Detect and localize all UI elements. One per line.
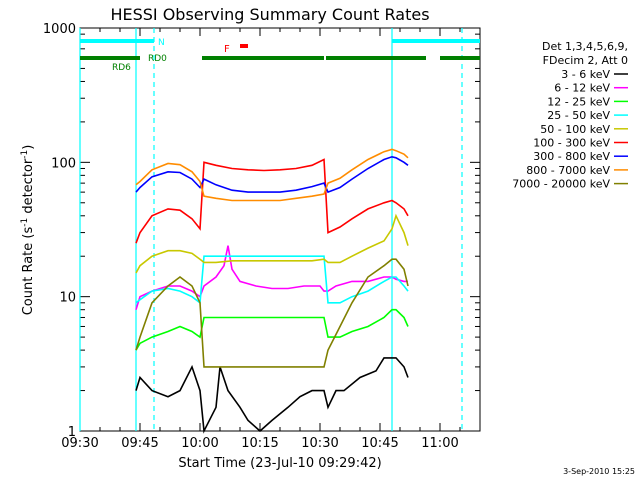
series-line xyxy=(135,213,409,274)
legend-entry-label: 50 - 100 keV xyxy=(540,123,610,136)
x-axis-label: Start Time (23-Jul-10 09:29:42) xyxy=(178,456,381,471)
y-tick-label: 1000 xyxy=(43,22,76,37)
series-layer xyxy=(135,148,409,434)
x-tick-label: 09:30 xyxy=(61,436,98,451)
series-line xyxy=(135,155,409,194)
flag-label-rd0: RD0 xyxy=(148,54,167,64)
series-line xyxy=(135,148,409,202)
series-line xyxy=(135,158,409,244)
legend-entry-label: 800 - 7000 keV xyxy=(526,164,610,177)
flag-label-rd6: RD6 xyxy=(112,63,131,73)
legend-entry-label: 25 - 50 keV xyxy=(547,109,610,122)
legend-entry-label: 100 - 300 keV xyxy=(533,137,610,150)
x-tick-label: 09:45 xyxy=(121,436,158,451)
date-stamp: 3-Sep-2010 15:25 xyxy=(563,467,635,476)
legend-entry-label: 300 - 800 keV xyxy=(533,150,610,163)
x-tick-label: 10:00 xyxy=(181,436,218,451)
y-tick-label: 100 xyxy=(51,156,76,171)
series-line xyxy=(135,255,409,305)
y-tick-label: 10 xyxy=(59,291,76,306)
flag-label-f: F xyxy=(224,44,230,55)
x-tick-label: 10:30 xyxy=(301,436,338,451)
legend-entry-label: 7000 - 20000 keV xyxy=(512,178,610,191)
series-line xyxy=(135,357,409,434)
legend: Det 1,3,4,5,6,9,FDecim 2, Att 03 - 6 keV… xyxy=(512,40,628,191)
y-axis-label: Count Rate (s-1 detector-1) xyxy=(20,145,36,316)
series-line xyxy=(135,308,409,351)
legend-entry-label: 3 - 6 keV xyxy=(561,68,610,81)
legend-header: FDecim 2, Att 0 xyxy=(543,54,628,67)
x-tick-label: 10:15 xyxy=(241,436,278,451)
legend-entry-label: 6 - 12 keV xyxy=(554,82,610,95)
series-line xyxy=(135,245,408,310)
legend-entry-label: 12 - 25 keV xyxy=(547,95,610,108)
x-tick-label: 11:00 xyxy=(421,436,458,451)
series-line xyxy=(135,258,409,368)
y-tick-label: 1 xyxy=(68,425,76,440)
legend-header: Det 1,3,4,5,6,9, xyxy=(542,40,628,53)
plot-frame xyxy=(79,27,481,432)
flag-label-n: N xyxy=(158,38,165,48)
flag-bars: N F RD0 RD6 xyxy=(80,38,480,73)
axis-ticks: 09:30 09:45 10:00 10:15 10:30 10:45 11:00 1 10 10… xyxy=(43,22,480,451)
x-tick-label: 10:45 xyxy=(361,436,398,451)
chart-title: HESSI Observing Summary Count Rates xyxy=(110,5,429,24)
